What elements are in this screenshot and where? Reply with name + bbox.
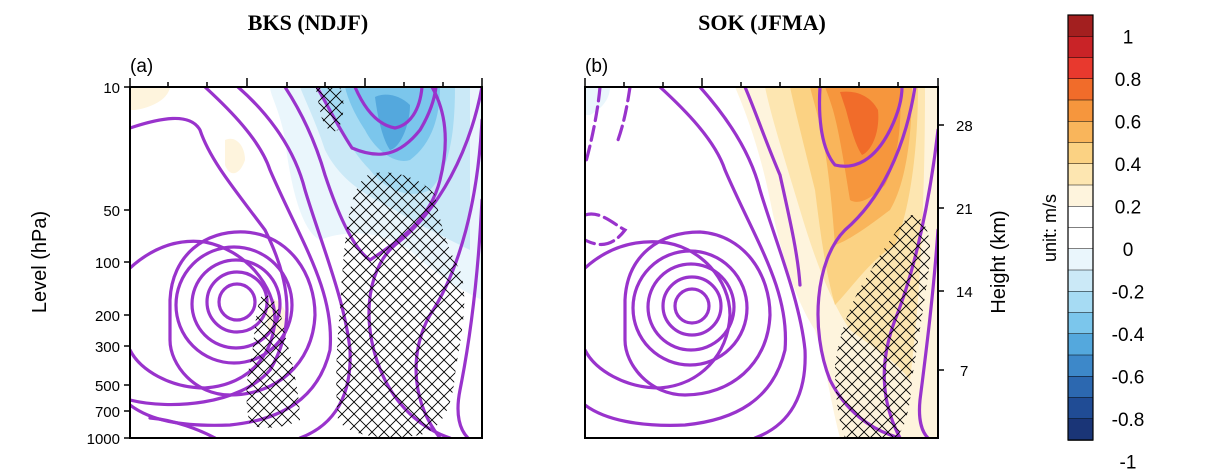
y-tick-50: 50 (103, 203, 120, 220)
colorbar-swatch (1067, 142, 1094, 165)
panel-b-hatching (835, 215, 931, 438)
y2-tick-7: 7 (960, 363, 968, 380)
panel-a-hatch-3 (246, 294, 300, 428)
colorbar-swatch (1067, 227, 1094, 250)
colorbar-tick-label: 1 (1123, 27, 1134, 48)
panel-a-shade-5 (375, 94, 410, 150)
colorbar-tick-label: -1 (1120, 452, 1137, 470)
colorbar-frame (1067, 14, 1094, 441)
panel-b-y2-tick-labels: 28 21 14 7 (956, 118, 973, 380)
colorbar-tick-label: 0.4 (1115, 155, 1142, 176)
panel-a-hatch-1 (316, 87, 344, 132)
y2-tick-21: 21 (956, 201, 973, 218)
colorbar-swatch (1067, 206, 1094, 229)
colorbar-swatch (1067, 291, 1094, 314)
y-tick-300: 300 (95, 339, 120, 356)
y2-tick-28: 28 (956, 118, 973, 135)
colorbar-swatch (1067, 99, 1094, 122)
panel-b: SOK (JFMA) (b) (584, 10, 1010, 439)
panel-a-y-ticks (124, 86, 130, 439)
panel-b-frame (584, 86, 939, 439)
panel-a-top-ticks (129, 78, 483, 87)
panel-b-title: SOK (JFMA) (698, 10, 826, 35)
colorbar-swatch (1067, 36, 1094, 59)
panel-a-label: (a) (130, 56, 153, 77)
colorbar-swatch (1067, 269, 1094, 292)
colorbar-swatch (1067, 312, 1094, 335)
panel-a-field (130, 87, 482, 438)
colorbar-tick-label: -0.2 (1112, 282, 1145, 303)
panel-b-field (585, 87, 938, 438)
panel-b-y2label: Height (km) (988, 210, 1010, 313)
colorbar-tick-label: -0.6 (1112, 367, 1145, 388)
panel-a-hatching (246, 87, 465, 438)
colorbar-tick-label: 0 (1123, 240, 1134, 261)
panel-a-shade-pos-1 (130, 87, 170, 110)
colorbar-swatch (1067, 78, 1094, 101)
panel-b-hatch-1 (835, 215, 931, 438)
colorbar-tick-label: 0.2 (1115, 197, 1141, 218)
colorbar-swatch (1067, 163, 1094, 186)
colorbar-swatch (1067, 333, 1094, 356)
y2-tick-14: 14 (956, 284, 973, 301)
colorbar-swatch (1067, 354, 1094, 377)
colorbar-swatch (1067, 121, 1094, 144)
colorbar-swatches (1067, 14, 1094, 441)
panel-b-y2-ticks (938, 124, 944, 371)
y-tick-100: 100 (95, 255, 120, 272)
colorbar-swatch (1067, 57, 1094, 80)
panel-b-label: (b) (585, 56, 608, 77)
panel-b-shade-6 (840, 91, 879, 155)
panel-b-top-ticks (584, 78, 939, 87)
panel-a-hatch-2 (336, 172, 465, 438)
colorbar-swatch (1067, 248, 1094, 271)
y-tick-200: 200 (95, 308, 120, 325)
colorbar-swatch (1067, 376, 1094, 399)
panel-a-y-tick-labels: 10 50 100 200 300 500 700 1000 (87, 80, 120, 448)
colorbar: 1 0.8 0.6 0.4 0.2 0 -0.2 -0.4 -0.6 -0.8 -1 unit: m… (1040, 14, 1145, 470)
y-tick-500: 500 (95, 378, 120, 395)
colorbar-swatch (1067, 397, 1094, 420)
colorbar-tick-label: -0.4 (1112, 325, 1145, 346)
colorbar-unit-label: unit: m/s (1040, 194, 1060, 262)
panel-a-shade-pos-2 (225, 138, 245, 174)
colorbar-tick-label: 0.6 (1115, 112, 1141, 133)
colorbar-swatch (1067, 184, 1094, 207)
y-tick-700: 700 (95, 404, 120, 421)
colorbar-swatch (1067, 14, 1094, 37)
colorbar-tick-label: -0.8 (1112, 410, 1145, 431)
panel-a-ylabel: Level (hPa) (29, 211, 51, 313)
y-tick-10: 10 (103, 80, 120, 97)
colorbar-tick-labels: 1 0.8 0.6 0.4 0.2 0 -0.2 -0.4 -0.6 -0.8 -1 (1112, 27, 1145, 470)
colorbar-tick-label: 0.8 (1115, 70, 1141, 91)
panel-a-title: BKS (NDJF) (248, 10, 368, 35)
panel-a: BKS (NDJF) (a) (29, 10, 483, 448)
y-tick-1000: 1000 (87, 431, 120, 448)
colorbar-swatch (1067, 418, 1094, 441)
